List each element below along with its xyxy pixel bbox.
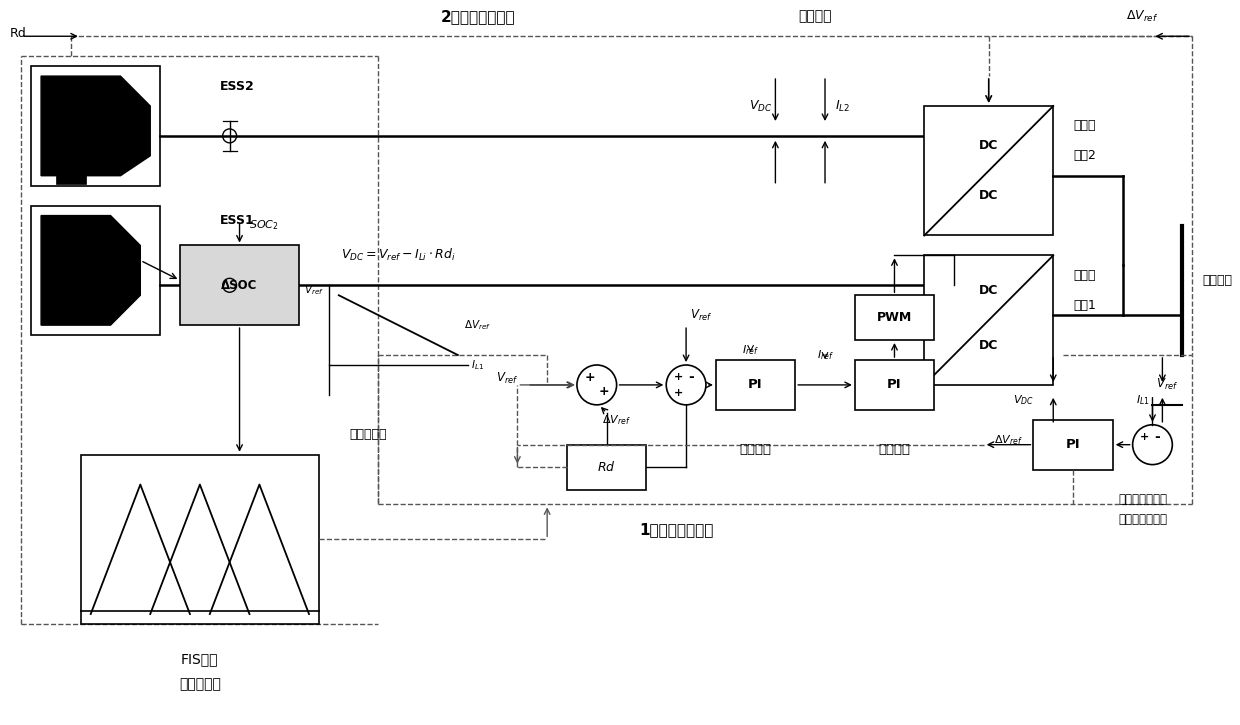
Polygon shape <box>41 76 150 175</box>
Text: $V_{ref}$: $V_{ref}$ <box>304 283 324 297</box>
Bar <box>56 169 86 183</box>
Text: PI: PI <box>1065 438 1080 451</box>
Text: ΔSOC: ΔSOC <box>222 279 258 291</box>
Text: DC: DC <box>980 139 998 152</box>
Text: +: + <box>673 388 683 398</box>
Bar <box>180 246 299 325</box>
Text: DC: DC <box>980 189 998 202</box>
Bar <box>854 295 934 340</box>
Text: ESS2: ESS2 <box>219 80 254 93</box>
Text: PWM: PWM <box>877 311 913 323</box>
Text: $\Delta V_{ref}$: $\Delta V_{ref}$ <box>464 318 491 332</box>
Text: $V_{DC}$: $V_{DC}$ <box>1013 393 1034 407</box>
Text: $\Delta V_{ref}$: $\Delta V_{ref}$ <box>603 413 631 427</box>
Bar <box>715 360 795 410</box>
Text: 2号储能控制系统: 2号储能控制系统 <box>440 9 515 24</box>
Text: 1号储能控制系统: 1号储能控制系统 <box>639 522 713 536</box>
Text: 电流控制: 电流控制 <box>878 443 910 456</box>
Text: 驱动信号: 驱动信号 <box>799 9 832 23</box>
Text: +: + <box>1140 431 1149 442</box>
Text: FIS分段: FIS分段 <box>181 652 218 666</box>
Bar <box>31 66 160 186</box>
Text: $I_{L1}$: $I_{L1}$ <box>1136 393 1149 407</box>
Bar <box>31 206 160 335</box>
Text: $\Delta V_{ref}$: $\Delta V_{ref}$ <box>1126 9 1158 24</box>
Text: $V_{DC}$: $V_{DC}$ <box>749 99 773 114</box>
Text: 模糊控制器: 模糊控制器 <box>179 676 221 691</box>
Text: $I_{ref}$: $I_{ref}$ <box>742 343 759 357</box>
Text: 流器1: 流器1 <box>1073 299 1096 312</box>
Text: PI: PI <box>748 378 763 392</box>
Text: -: - <box>1154 430 1161 444</box>
Text: 电压控制: 电压控制 <box>739 443 771 456</box>
Text: +: + <box>673 372 683 382</box>
Text: $I_{ref}$: $I_{ref}$ <box>816 348 833 362</box>
Polygon shape <box>41 215 140 325</box>
Text: 下垂控制器: 下垂控制器 <box>350 428 387 442</box>
Text: $V_{ref}$: $V_{ref}$ <box>689 307 712 323</box>
Text: +: + <box>584 371 595 384</box>
Text: 用于改善母线电: 用于改善母线电 <box>1118 493 1167 506</box>
Bar <box>81 455 319 624</box>
Text: 公共母线: 公共母线 <box>1202 274 1233 287</box>
Text: 储能变: 储能变 <box>1073 269 1096 282</box>
Text: $V_{ref}$: $V_{ref}$ <box>1156 378 1178 392</box>
Text: 压的反馈控制器: 压的反馈控制器 <box>1118 513 1167 526</box>
Text: $\Delta V_{ref}$: $\Delta V_{ref}$ <box>994 433 1023 447</box>
Bar <box>1033 420 1112 470</box>
Text: -: - <box>688 370 694 384</box>
Bar <box>854 360 934 410</box>
Text: $V_{ref}$: $V_{ref}$ <box>496 371 518 386</box>
Text: DC: DC <box>980 339 998 352</box>
Text: $SOC_1$: $SOC_1$ <box>100 249 130 262</box>
Text: 储能变: 储能变 <box>1073 120 1096 133</box>
Text: $SOC_2$: $SOC_2$ <box>249 219 279 233</box>
Text: $V_{DC}=V_{ref}-I_{Li}\cdot Rd_i$: $V_{DC}=V_{ref}-I_{Li}\cdot Rd_i$ <box>341 247 455 263</box>
Text: $Rd$: $Rd$ <box>598 460 616 473</box>
Text: $I_{L2}$: $I_{L2}$ <box>836 99 851 114</box>
Text: +: + <box>599 386 609 398</box>
Bar <box>924 255 1053 385</box>
Bar <box>567 444 646 489</box>
Text: 流器2: 流器2 <box>1073 149 1096 162</box>
Text: ESS1: ESS1 <box>219 214 254 227</box>
Bar <box>924 106 1053 236</box>
Text: DC: DC <box>980 283 998 297</box>
Text: Rd: Rd <box>10 27 26 40</box>
Text: PI: PI <box>887 378 901 392</box>
Text: $I_{L1}$: $I_{L1}$ <box>471 358 485 372</box>
